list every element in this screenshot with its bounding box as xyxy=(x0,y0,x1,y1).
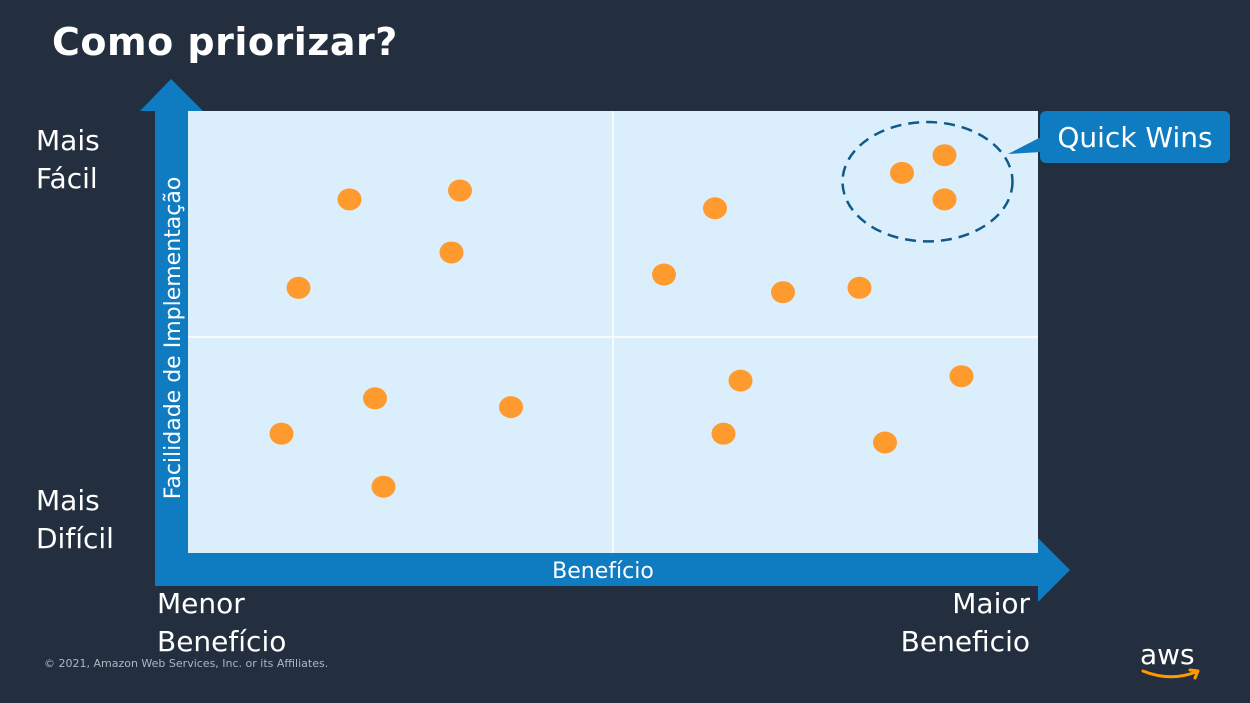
data-point xyxy=(890,161,914,184)
y-axis-arrowhead xyxy=(140,79,203,111)
data-point xyxy=(448,179,472,202)
x-right-label: Maior Beneficio xyxy=(901,585,1030,661)
quick-wins-label: Quick Wins xyxy=(1057,121,1212,154)
copyright-notice: © 2021, Amazon Web Services, Inc. or its… xyxy=(44,657,329,670)
quick-wins-highlight xyxy=(841,120,1014,243)
x-right-label-line1: Maior xyxy=(952,587,1030,620)
y-axis-bar xyxy=(155,111,188,586)
data-point xyxy=(932,144,957,167)
data-point xyxy=(932,188,957,211)
data-point xyxy=(286,276,311,299)
data-point xyxy=(847,276,872,299)
y-top-label: Mais Fácil xyxy=(36,122,100,198)
data-point xyxy=(269,422,294,445)
x-axis-title: Benefício xyxy=(552,559,654,584)
data-points xyxy=(269,144,974,498)
slide-title: Como priorizar? xyxy=(52,20,398,64)
x-left-label-line2: Benefício xyxy=(157,625,287,658)
y-bottom-label-line1: Mais xyxy=(36,484,100,517)
x-right-label-line2: Beneficio xyxy=(900,625,1030,658)
y-axis-title: Facilidade de Implementação xyxy=(161,177,186,500)
data-point xyxy=(371,475,396,498)
aws-logo-text: aws xyxy=(1140,638,1195,671)
y-bottom-label-line2: Difícil xyxy=(36,522,114,555)
data-point xyxy=(337,188,362,211)
y-top-label-line2: Fácil xyxy=(36,162,98,195)
x-axis-arrowhead xyxy=(1038,538,1070,602)
data-point xyxy=(439,241,464,264)
data-point xyxy=(873,431,897,454)
aws-logo: aws xyxy=(1140,638,1200,680)
data-point xyxy=(652,263,676,286)
aws-smile-icon xyxy=(1141,668,1200,680)
data-point xyxy=(711,422,736,445)
data-point xyxy=(949,365,974,388)
y-top-label-line1: Mais xyxy=(36,124,100,157)
x-left-label-line1: Menor xyxy=(157,587,245,620)
quick-wins-callout-pointer xyxy=(1008,137,1041,154)
data-point xyxy=(728,369,753,392)
x-left-label: Menor Benefício xyxy=(157,585,286,661)
data-point xyxy=(499,396,523,419)
y-bottom-label: Mais Difícil xyxy=(36,482,114,558)
x-axis-bar xyxy=(155,553,1038,586)
data-point xyxy=(703,197,727,220)
quick-wins-callout xyxy=(1040,111,1230,163)
data-point xyxy=(363,387,387,410)
data-point xyxy=(771,281,795,304)
